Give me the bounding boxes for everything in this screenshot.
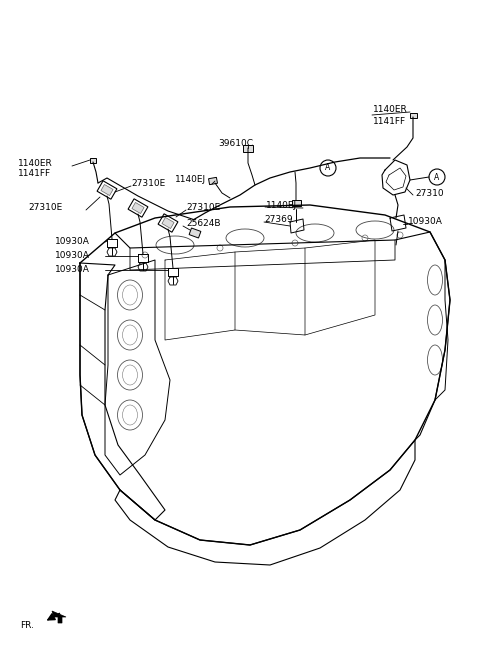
Text: 10930A: 10930A: [408, 217, 443, 227]
Text: 1140ER: 1140ER: [373, 106, 408, 114]
Bar: [90, 158, 96, 162]
Text: 27369: 27369: [264, 215, 293, 225]
Bar: [243, 145, 253, 152]
Bar: [208, 177, 217, 185]
Text: 27310E: 27310E: [28, 204, 62, 212]
Text: 1140EJ: 1140EJ: [266, 200, 297, 210]
Text: 27310E: 27310E: [131, 179, 165, 187]
Bar: [97, 181, 117, 199]
Text: 10930A: 10930A: [55, 265, 90, 275]
Text: 1141FF: 1141FF: [373, 116, 406, 125]
Bar: [291, 200, 300, 206]
Bar: [158, 214, 178, 232]
Text: 1140ER: 1140ER: [18, 158, 53, 168]
Text: A: A: [434, 173, 440, 181]
Bar: [128, 199, 148, 217]
Text: 10930A: 10930A: [55, 252, 90, 260]
Text: A: A: [325, 164, 331, 173]
Text: 1141FF: 1141FF: [18, 170, 51, 179]
Text: 25624B: 25624B: [186, 219, 220, 229]
Text: FR.: FR.: [20, 620, 34, 629]
Bar: [162, 217, 174, 229]
Bar: [409, 112, 417, 118]
Bar: [132, 202, 144, 214]
Bar: [101, 185, 113, 196]
Text: 27310: 27310: [415, 189, 444, 198]
Text: 39610C: 39610C: [218, 139, 253, 148]
Polygon shape: [52, 611, 66, 623]
Text: 10930A: 10930A: [55, 237, 90, 246]
Text: 27310E: 27310E: [186, 202, 220, 212]
Bar: [189, 228, 201, 238]
Text: 1140EJ: 1140EJ: [175, 175, 206, 185]
